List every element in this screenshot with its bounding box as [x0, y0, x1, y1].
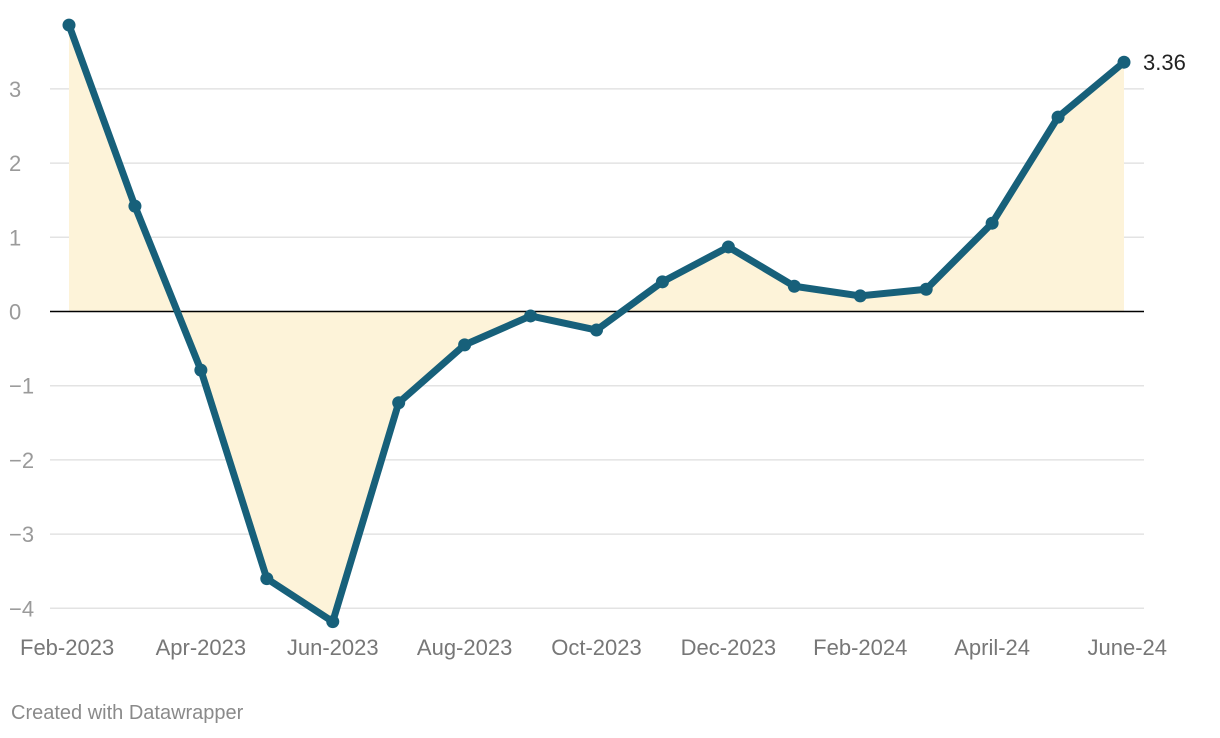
- data-point: [392, 396, 406, 410]
- x-tick-label: Feb-2023: [20, 635, 114, 660]
- y-tick-label: 1: [9, 225, 21, 250]
- data-point: [721, 240, 735, 254]
- data-point: [194, 363, 208, 377]
- x-tick-label: Jun-2023: [287, 635, 379, 660]
- x-tick-label: April-24: [954, 635, 1030, 660]
- data-point: [260, 572, 274, 586]
- data-point: [62, 18, 76, 32]
- data-point: [787, 279, 801, 293]
- y-tick-label: −1: [9, 374, 34, 399]
- data-point: [590, 323, 603, 337]
- y-tick-label: −4: [9, 596, 34, 621]
- x-tick-label: June-24: [1087, 635, 1167, 660]
- data-point: [458, 338, 472, 352]
- y-tick-label: −2: [9, 448, 34, 473]
- y-tick-label: −3: [9, 522, 34, 547]
- data-points: [62, 18, 1131, 629]
- data-labels: 3.36: [1143, 50, 1186, 75]
- y-tick-label: 2: [9, 151, 21, 176]
- data-point: [985, 216, 999, 230]
- data-point: [655, 275, 669, 289]
- x-tick-label: Feb-2024: [813, 635, 907, 660]
- data-point: [1051, 110, 1065, 124]
- footer-credit: Created with Datawrapper: [11, 702, 244, 724]
- y-tick-label: 3: [9, 77, 21, 102]
- data-point: [524, 309, 538, 323]
- data-point: [326, 615, 340, 629]
- data-point: [128, 199, 142, 213]
- y-axis-ticks: 3 2 1 0 −1 −2 −3 −4: [9, 77, 34, 621]
- x-tick-label: Aug-2023: [417, 635, 512, 660]
- data-point: [1117, 55, 1131, 69]
- area-fill: [69, 25, 1124, 622]
- y-tick-label: 0: [9, 300, 21, 325]
- end-value-label: 3.36: [1143, 50, 1186, 75]
- x-axis-ticks: Feb-2023 Apr-2023 Jun-2023 Aug-2023 Oct-2023…: [20, 635, 1167, 660]
- x-tick-label: Dec-2023: [681, 635, 776, 660]
- area-fill-path: [69, 25, 1124, 622]
- data-point: [853, 289, 867, 303]
- x-tick-label: Apr-2023: [156, 635, 247, 660]
- data-point: [919, 282, 933, 296]
- x-tick-label: Oct-2023: [551, 635, 642, 660]
